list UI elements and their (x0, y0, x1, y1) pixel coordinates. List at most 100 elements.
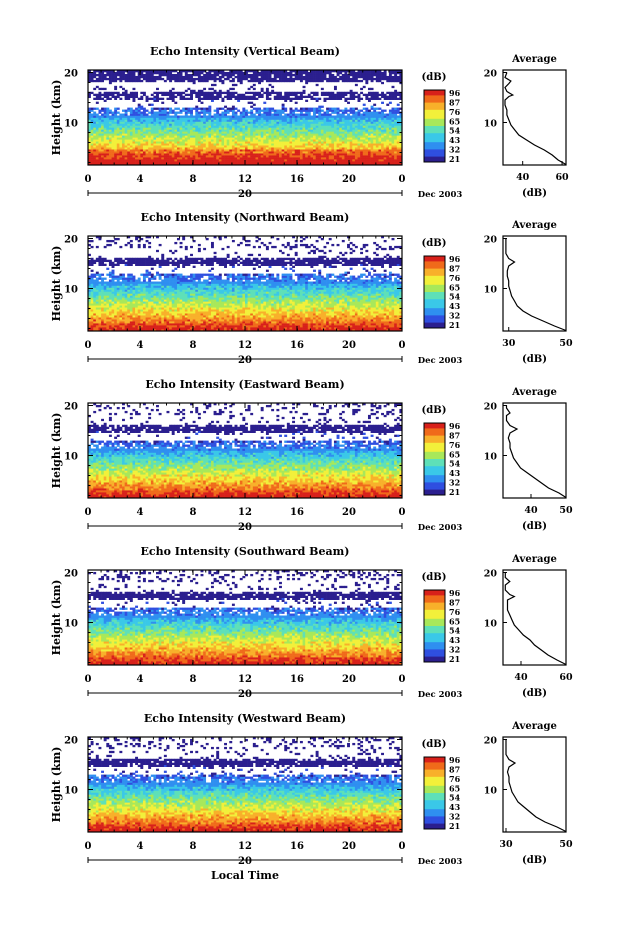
heatmap-cell (201, 137, 204, 139)
heatmap-cell (198, 133, 201, 135)
heatmap-cell (167, 143, 170, 145)
heatmap-cell (140, 114, 143, 116)
heatmap-cell (240, 121, 243, 123)
heatmap-cell (378, 119, 381, 121)
heatmap-cell (174, 129, 177, 131)
heatmap-cell (151, 118, 154, 120)
heatmap-cell (227, 116, 230, 118)
heatmap-cell (114, 131, 117, 133)
day-label: 20 (238, 189, 252, 200)
heatmap-cell (344, 116, 347, 118)
heatmap-cell (308, 76, 311, 78)
heatmap-cell (169, 123, 172, 125)
heatmap-cell (255, 76, 258, 78)
heatmap-cell (274, 139, 277, 141)
heatmap-cell (381, 135, 384, 137)
heatmap-cell (96, 96, 99, 98)
heatmap-cell (159, 131, 162, 133)
heatmap-cell (376, 125, 379, 127)
heatmap-cell (227, 112, 230, 114)
heatmap-cell (358, 114, 361, 116)
heatmap-cell (331, 139, 334, 141)
heatmap-cell (253, 119, 256, 121)
heatmap-cell (316, 84, 319, 86)
heatmap-cell (138, 157, 141, 159)
heatmap-cell (187, 325, 190, 327)
heatmap-cell (284, 121, 287, 123)
heatmap-cell (245, 151, 248, 153)
heatmap-cell (368, 78, 371, 80)
heatmap-cell (161, 110, 164, 112)
heatmap-cell (101, 88, 104, 90)
heatmap-cell (117, 108, 120, 110)
heatmap-cell (329, 155, 332, 157)
heatmap-cell (127, 110, 130, 112)
heatmap-cell (182, 123, 185, 125)
heatmap-cell (334, 131, 337, 133)
heatmap-cell (397, 155, 400, 157)
heatmap-cell (146, 123, 149, 125)
heatmap-cell (250, 78, 253, 80)
heatmap-cell (384, 139, 387, 141)
heatmap-cell (148, 123, 151, 125)
heatmap-cell (289, 110, 292, 112)
heatmap-cell (96, 151, 99, 153)
heatmap-cell (190, 129, 193, 131)
heatmap-cell (297, 110, 300, 112)
heatmap-cell (253, 131, 256, 133)
heatmap-cell (229, 135, 232, 137)
heatmap-cell (206, 159, 209, 161)
heatmap-cell (169, 116, 172, 118)
heatmap-cell (216, 94, 219, 96)
heatmap-cell (292, 94, 295, 96)
heatmap-cell (109, 72, 112, 74)
heatmap-cell (305, 112, 308, 114)
heatmap-cell (143, 112, 146, 114)
heatmap-cell (203, 112, 206, 114)
heatmap-cell (258, 127, 261, 129)
heatmap-cell (203, 135, 206, 137)
heatmap-cell (190, 137, 193, 139)
heatmap-cell (337, 112, 340, 114)
heatmap-cell (195, 147, 198, 149)
heatmap-cell (138, 116, 141, 118)
heatmap-cell (138, 123, 141, 125)
heatmap-cell (214, 90, 217, 92)
heatmap-cell (363, 131, 366, 133)
heatmap-cell (358, 110, 361, 112)
heatmap-cell (114, 121, 117, 123)
heatmap-cell (153, 131, 156, 133)
heatmap-cell (156, 127, 159, 129)
heatmap-cell (127, 121, 130, 123)
heatmap-cell (324, 92, 327, 94)
heatmap-cell (329, 125, 332, 127)
heatmap-cell (316, 145, 319, 147)
heatmap-cell (211, 123, 214, 125)
heatmap-cell (153, 149, 156, 151)
heatmap-cell (365, 78, 368, 80)
heatmap-cell (347, 110, 350, 112)
heatmap-cell (172, 133, 175, 135)
heatmap-cell (316, 151, 319, 153)
heatmap-cell (305, 161, 308, 163)
heatmap-cell (392, 92, 395, 94)
heatmap-cell (371, 123, 374, 125)
heatmap-cell (151, 121, 154, 123)
heatmap-cell (287, 149, 290, 151)
heatmap-cell (324, 145, 327, 147)
heatmap-cell (394, 131, 397, 133)
heatmap-cell (109, 74, 112, 76)
heatmap-cell (250, 114, 253, 116)
heatmap-cell (308, 141, 311, 143)
heatmap-cell (125, 78, 128, 80)
heatmap-cell (114, 92, 117, 94)
heatmap-cell (93, 159, 96, 161)
heatmap-cell (122, 145, 125, 147)
heatmap-cell (151, 325, 154, 327)
heatmap-cell (180, 325, 183, 327)
heatmap-cell (274, 72, 277, 74)
heatmap-cell (187, 116, 190, 118)
heatmap-cell (368, 123, 371, 125)
heatmap-cell (182, 92, 185, 94)
heatmap-cell (221, 325, 224, 327)
